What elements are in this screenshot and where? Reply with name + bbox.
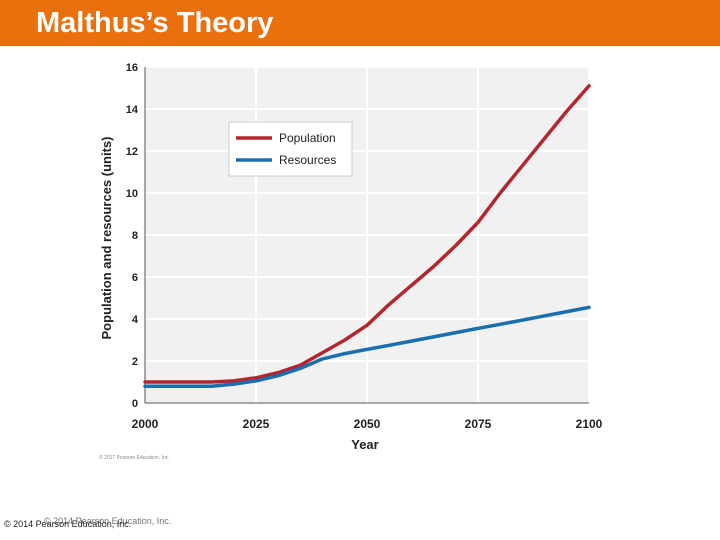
x-tick-label: 2075 <box>465 417 492 431</box>
x-tick-label: 2100 <box>576 417 603 431</box>
y-tick-label: 8 <box>132 230 138 242</box>
title-bar: Malthus’s Theory <box>0 0 720 46</box>
x-tick-label: 2050 <box>354 417 381 431</box>
legend: Population Resources <box>228 121 353 177</box>
x-tick-label: 2025 <box>243 417 270 431</box>
legend-label-resources: Resources <box>279 153 336 167</box>
grid <box>145 66 590 403</box>
x-tick-label: 2000 <box>132 417 159 431</box>
x-axis-label: Year <box>351 437 378 452</box>
y-tick-label: 12 <box>126 146 138 158</box>
axes: 2000 2025 2050 2075 2100 0 2 4 6 8 10 12 14 16 <box>126 62 603 431</box>
legend-label-population: Population <box>279 131 336 145</box>
slide-title: Malthus’s Theory <box>36 7 274 39</box>
y-tick-label: 6 <box>132 272 138 284</box>
y-tick-label: 4 <box>132 314 139 326</box>
footer-copyright: © 2014 Pearson Education, Inc. <box>4 519 132 529</box>
legend-box <box>228 121 353 177</box>
y-tick-label: 10 <box>126 188 138 200</box>
series-group <box>143 84 591 388</box>
y-tick-label: 0 <box>132 398 138 410</box>
y-tick-label: 14 <box>126 104 139 116</box>
y-tick-label: 2 <box>132 356 138 368</box>
chart-credit: © 2017 Pearson Education, Inc. <box>99 454 170 461</box>
series-line-resources <box>143 305 591 388</box>
footer-copyright-overlap: © 2014 Pearson Education, Inc. <box>44 516 172 526</box>
y-axis-label: Population and resources (units) <box>99 137 114 340</box>
series-line-population <box>143 84 591 384</box>
y-tick-label: 16 <box>126 62 138 74</box>
